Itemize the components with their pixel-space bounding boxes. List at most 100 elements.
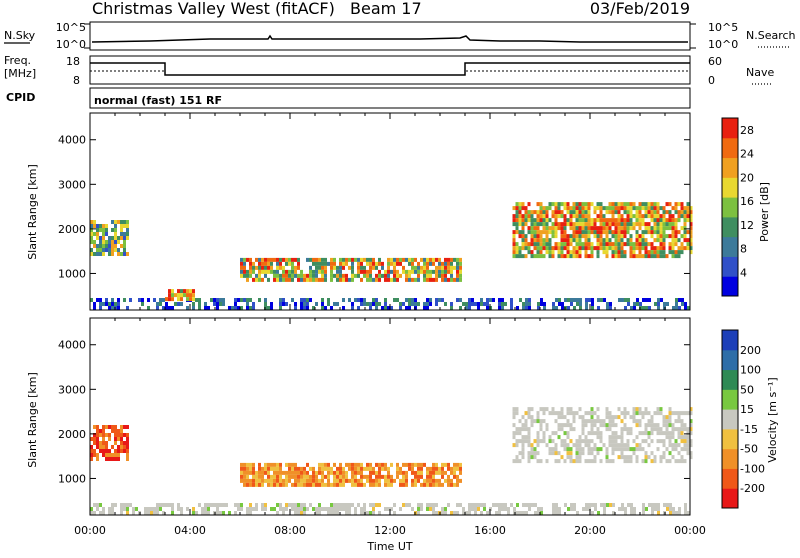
heatmap-cell (240, 261, 243, 266)
heatmap-cell (563, 234, 567, 239)
heatmap-cell (533, 230, 537, 235)
heatmap-cell (333, 507, 336, 511)
heatmap-cell (635, 242, 639, 247)
heatmap-cell (324, 261, 327, 266)
colorbar-tick-label: 20 (740, 171, 754, 184)
heatmap-cell (327, 474, 330, 479)
heatmap-cell (114, 437, 117, 441)
heatmap-cell (524, 246, 528, 251)
heatmap-cell (171, 306, 174, 310)
heatmap-cell (633, 302, 636, 306)
heatmap-cell (372, 261, 375, 266)
heatmap-cell (524, 210, 528, 215)
heatmap-cell (521, 415, 525, 420)
heatmap-cell (626, 238, 630, 243)
heatmap-cell (90, 240, 93, 244)
heatmap-cell (671, 218, 675, 223)
heatmap-cell (240, 265, 243, 270)
heatmap-cell (336, 265, 339, 270)
heatmap-cell (554, 202, 558, 207)
heatmap-cell (258, 257, 261, 262)
heatmap-cell (120, 236, 123, 240)
heatmap-cell (342, 503, 345, 507)
heatmap-cell (351, 273, 354, 278)
heatmap-cell (270, 474, 273, 479)
heatmap-cell (533, 455, 537, 460)
heatmap-cell (330, 482, 333, 487)
heatmap-cell (518, 222, 522, 227)
nsky-panel: N.Sky 10^5 10^0 10^5 10^0 N.Search (4, 21, 796, 51)
heatmap-cell (684, 511, 687, 515)
heatmap-cell (417, 507, 420, 511)
beam-label: Beam 17 (350, 0, 422, 18)
heatmap-cell (623, 423, 627, 428)
heatmap-cell (593, 443, 597, 448)
heatmap-cell (456, 478, 459, 483)
heatmap-cell (426, 306, 429, 310)
heatmap-cell (533, 246, 537, 251)
heatmap-cell (420, 257, 423, 262)
heatmap-cell (135, 507, 138, 511)
heatmap-cell (429, 298, 432, 302)
heatmap-cell (324, 269, 327, 274)
heatmap-cell (626, 206, 630, 211)
heatmap-cell (620, 455, 624, 460)
heatmap-cell (569, 459, 573, 464)
heatmap-cell (515, 254, 519, 259)
heatmap-cell (249, 478, 252, 483)
heatmap-cell (662, 423, 666, 428)
heatmap-cell (192, 511, 195, 515)
heatmap-cell (521, 218, 525, 223)
heatmap-cell (638, 443, 642, 448)
heatmap-cell (569, 411, 573, 416)
heatmap-cell (662, 451, 666, 456)
heatmap-cell (617, 218, 621, 223)
heatmap-cell (285, 261, 288, 266)
heatmap-cell (387, 482, 390, 487)
heatmap-cell (608, 222, 612, 227)
heatmap-cell (438, 466, 441, 471)
heatmap-cell (633, 511, 636, 515)
heatmap-cell (363, 302, 366, 306)
heatmap-cell (608, 423, 612, 428)
heatmap-cell (282, 470, 285, 475)
colorbar-tick-label: -100 (740, 462, 765, 475)
heatmap-cell (635, 254, 639, 259)
heatmap-cell (258, 298, 261, 302)
heatmap-cell (474, 503, 477, 507)
heatmap-cell (656, 206, 660, 211)
heatmap-cell (111, 503, 114, 507)
heatmap-cell (348, 503, 351, 507)
heatmap-cell (671, 242, 675, 247)
heatmap-cell (456, 277, 459, 282)
heatmap-cell (426, 470, 429, 475)
heatmap-cell (276, 462, 279, 467)
heatmap-cell (543, 306, 546, 310)
heatmap-cell (255, 507, 258, 511)
heatmap-cell (527, 250, 531, 255)
freq-unit: [MHz] (4, 67, 36, 80)
heatmap-cell (638, 447, 642, 452)
heatmap-cell (414, 474, 417, 479)
heatmap-cell (390, 482, 393, 487)
heatmap-cell (309, 277, 312, 282)
heatmap-cell (96, 457, 99, 461)
heatmap-cell (219, 298, 222, 302)
heatmap-cell (108, 248, 111, 252)
heatmap-cell (536, 439, 540, 444)
heatmap-cell (527, 455, 531, 460)
heatmap-cell (641, 246, 645, 251)
heatmap-cell (554, 242, 558, 247)
heatmap-cell (687, 511, 690, 515)
cpid-panel: CPID normal (fast) 151 RF (6, 87, 691, 109)
heatmap-cell (99, 302, 102, 306)
heatmap-cell (360, 302, 363, 306)
heatmap-cell (432, 261, 435, 266)
x-axis-title: Time UT (366, 540, 412, 553)
heatmap-cell (563, 254, 567, 259)
heatmap-cell (201, 507, 204, 511)
heatmap-cell (578, 214, 582, 219)
heatmap-cell (369, 265, 372, 270)
heatmap-cell (566, 407, 570, 412)
